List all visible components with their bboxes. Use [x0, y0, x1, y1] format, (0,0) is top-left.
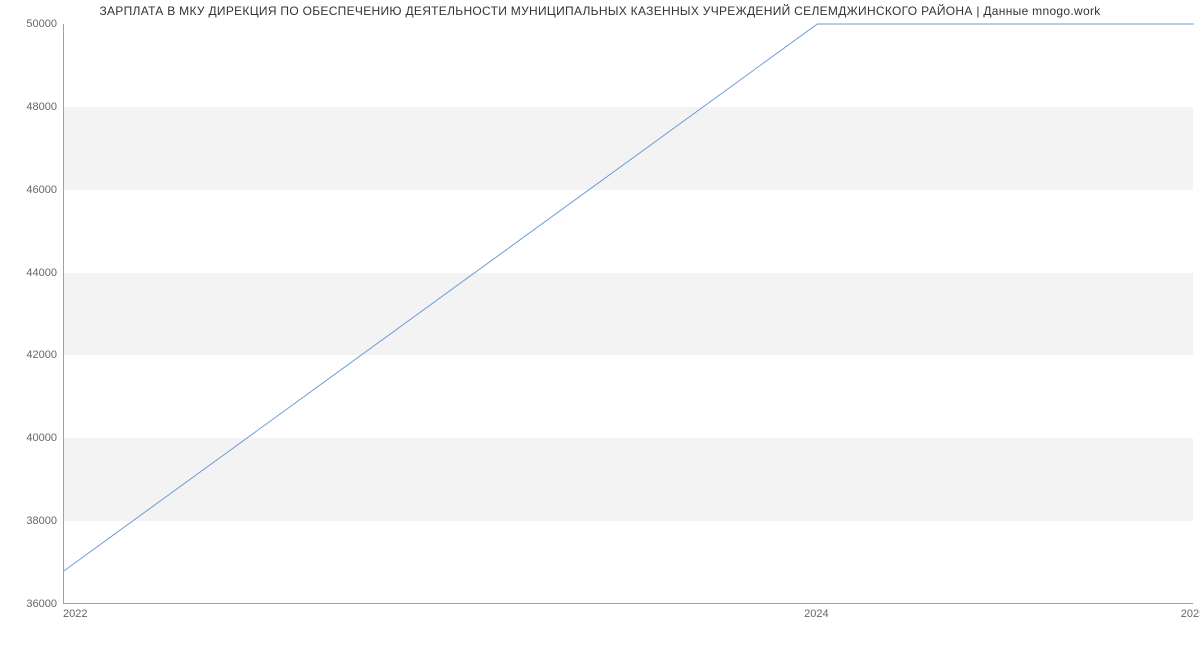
- x-tick-label: 2022: [63, 608, 87, 620]
- line-layer: [64, 24, 1193, 603]
- y-tick-label: 38000: [26, 515, 57, 527]
- y-tick-label: 40000: [26, 432, 57, 444]
- y-tick-label: 46000: [26, 184, 57, 196]
- y-tick-label: 48000: [26, 101, 57, 113]
- x-tick-label: 2025: [1181, 608, 1200, 620]
- x-tick-label: 2024: [804, 608, 828, 620]
- series-line: [64, 24, 1194, 571]
- y-tick-label: 36000: [26, 598, 57, 610]
- plot-area: [63, 24, 1193, 604]
- y-tick-label: 50000: [26, 18, 57, 30]
- y-tick-label: 42000: [26, 349, 57, 361]
- y-tick-label: 44000: [26, 267, 57, 279]
- chart-title: ЗАРПЛАТА В МКУ ДИРЕКЦИЯ ПО ОБЕСПЕЧЕНИЮ Д…: [0, 4, 1200, 18]
